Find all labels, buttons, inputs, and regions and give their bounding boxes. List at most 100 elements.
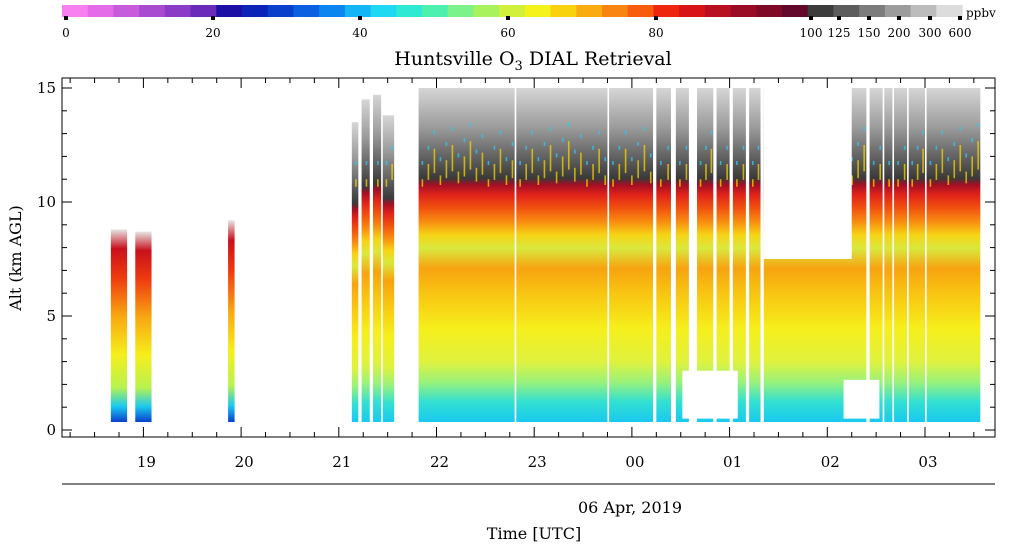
high-altitude-streak: [935, 145, 938, 150]
high-altitude-streak: [427, 145, 430, 150]
date-label: 06 Apr, 2019: [578, 498, 682, 517]
colorbar-swatch: [550, 5, 577, 17]
plot-frame: [61, 77, 996, 438]
high-altitude-streak: [586, 179, 588, 187]
high-altitude-streak: [911, 160, 914, 165]
high-altitude-streak: [365, 160, 368, 165]
colorbar-swatch: [319, 5, 346, 17]
high-altitude-streak: [757, 145, 760, 150]
profile-block: [884, 88, 893, 423]
high-altitude-streak: [457, 171, 460, 184]
colorbar-swatch: [936, 5, 963, 17]
colorbar-swatch: [756, 5, 783, 17]
high-altitude-streak: [903, 145, 906, 150]
colorbar-swatch: [704, 5, 732, 17]
high-altitude-streak: [555, 171, 558, 184]
high-altitude-streak: [631, 157, 633, 162]
high-altitude-streak: [922, 130, 924, 135]
colorbar-tick-label: 300: [919, 26, 942, 40]
colorbar-swatch: [910, 5, 937, 17]
high-altitude-streak: [580, 152, 582, 175]
high-altitude-streak: [959, 145, 962, 172]
colorbar-swatch: [139, 5, 166, 17]
colorbar-tick: [211, 16, 215, 20]
high-altitude-streak: [953, 160, 956, 179]
profile-block: [697, 88, 714, 423]
high-altitude-streak: [561, 138, 564, 143]
high-altitude-streak: [598, 148, 600, 174]
high-altitude-streak: [965, 171, 968, 184]
profile-block: [418, 88, 515, 423]
high-altitude-streak: [618, 164, 621, 180]
high-altitude-streak: [857, 141, 859, 146]
colorbar-swatch: [164, 5, 192, 17]
high-altitude-streak: [365, 179, 368, 187]
high-altitude-streak: [377, 160, 379, 165]
high-altitude-streak: [549, 145, 552, 172]
colorbar-swatch: [859, 5, 886, 17]
y-tick-label: 15: [37, 79, 56, 97]
high-altitude-streak: [851, 175, 853, 186]
colorbar-tick: [809, 16, 813, 20]
high-altitude-streak: [971, 138, 973, 143]
x-tick-label: 03: [918, 453, 937, 471]
high-altitude-streak: [911, 179, 914, 187]
high-altitude-streak: [742, 164, 745, 180]
colorbar-swatch: [242, 5, 269, 17]
x-tick-label: 21: [332, 453, 351, 471]
high-altitude-streak: [391, 145, 393, 150]
profile-block: [228, 220, 235, 423]
colorbar-tick-label: 150: [858, 26, 881, 40]
high-altitude-streak: [637, 160, 639, 179]
high-altitude-streak: [612, 160, 614, 165]
colorbar-tick: [64, 16, 68, 20]
high-altitude-streak: [592, 145, 594, 150]
high-altitude-streak: [511, 160, 514, 179]
colorbar-tick-label: 200: [888, 26, 911, 40]
high-altitude-streak: [439, 157, 442, 162]
colorbar-swatch: [190, 5, 217, 17]
high-altitude-streak: [505, 175, 508, 186]
profile-block: [351, 122, 359, 423]
high-altitude-streak: [863, 145, 865, 172]
high-altitude-streak: [561, 156, 564, 177]
chart-title-suffix: DIAL Retrieval: [523, 48, 672, 70]
missing-data-patch: [763, 83, 852, 259]
high-altitude-streak: [525, 145, 528, 150]
colorbar-swatch: [679, 5, 706, 17]
missing-data-patches: [682, 83, 880, 419]
colorbar-swatch: [524, 5, 552, 17]
high-altitude-streak: [475, 149, 478, 154]
high-altitude-streak: [699, 160, 702, 165]
high-altitude-streak: [574, 167, 576, 182]
colorbar-tick-label: 100: [800, 26, 823, 40]
colorbar-tick-label: 20: [205, 26, 220, 40]
high-altitude-streak: [421, 179, 424, 187]
high-altitude-streak: [897, 160, 899, 165]
profile-block: [894, 88, 908, 423]
y-axis-label: Alt (km AGL): [6, 205, 25, 312]
high-altitude-streak: [511, 141, 514, 146]
high-altitude-streak: [736, 160, 738, 165]
colorbar-swatch: [87, 5, 115, 17]
high-altitude-streak: [537, 175, 540, 186]
high-altitude-streak: [977, 122, 979, 127]
high-altitude-streak: [355, 179, 357, 187]
high-altitude-streak: [863, 126, 865, 131]
colorbar-tick: [958, 16, 962, 20]
high-altitude-streak: [445, 141, 448, 146]
high-altitude-streak: [385, 179, 388, 187]
high-altitude-streak: [519, 179, 521, 187]
colorbar-swatch: [499, 5, 526, 17]
colorbar-tick-label: 600: [949, 26, 972, 40]
y-tick-label: 0: [46, 421, 56, 439]
high-altitude-streak: [649, 171, 652, 184]
high-altitude-streak: [637, 141, 639, 146]
colorbar-swatch: [833, 5, 860, 17]
high-altitude-streak: [879, 164, 881, 180]
profile-block: [926, 88, 981, 423]
high-altitude-streak: [941, 148, 944, 174]
high-altitude-streak: [736, 179, 738, 187]
colorbar-swatch: [627, 5, 655, 17]
